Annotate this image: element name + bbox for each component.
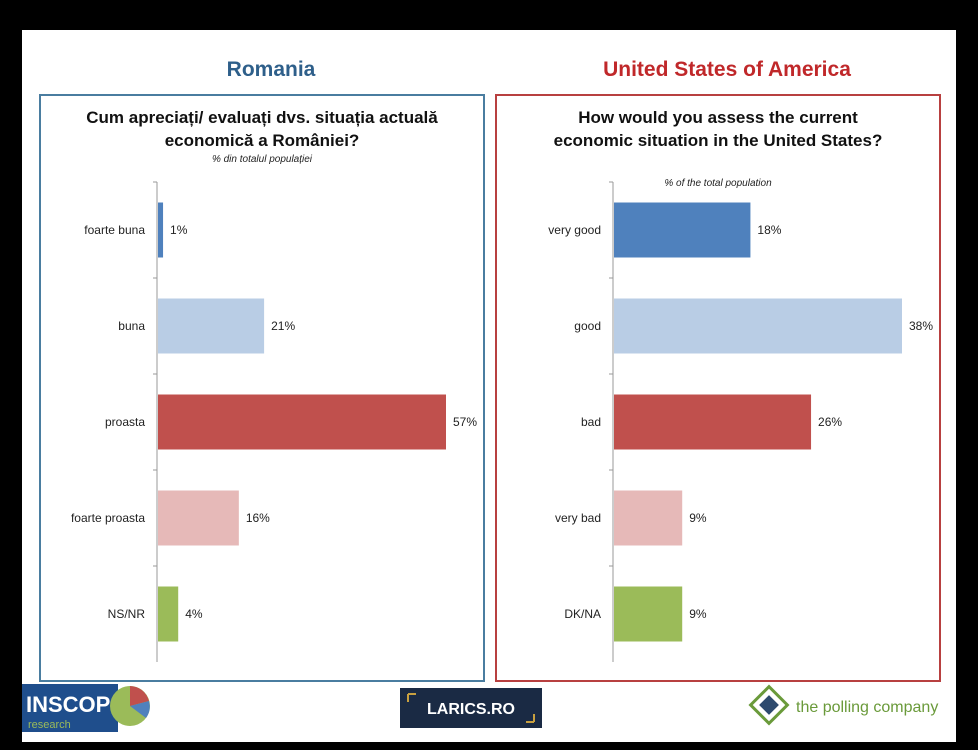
romania-category-label: foarte proasta — [71, 511, 145, 525]
romania-value-label: 57% — [453, 415, 477, 429]
usa-bar — [614, 586, 683, 642]
romania-category-label: foarte buna — [84, 223, 145, 237]
romania-question: Cum apreciați/ evaluați dvs. situația ac… — [86, 108, 438, 150]
usa-category-label: good — [574, 319, 601, 333]
usa-subtitle: % of the total population — [664, 178, 772, 189]
larics-logo: LARICS.RO — [400, 688, 542, 728]
romania-bar — [158, 298, 265, 354]
usa-value-label: 38% — [909, 319, 933, 333]
romania-title: Romania — [226, 58, 316, 81]
romania-bar-chart: foarte buna 1% buna 21% proasta 57% foarte pro… — [71, 181, 477, 662]
usa-bar-chart: very good 18% good 38% bad 26% very bad 9% DK/NA… — [548, 181, 933, 662]
usa-bar — [614, 202, 751, 258]
usa-title: United States of America — [603, 58, 851, 81]
larics-logo-graphic: LARICS.RO — [407, 693, 535, 723]
usa-bar — [614, 490, 683, 546]
romania-value-label: 21% — [271, 319, 295, 333]
polling-company-logo: the polling company — [746, 682, 956, 732]
larics-logo-text: LARICS.RO — [427, 701, 515, 718]
inscop-logo-text: INSCOP — [26, 692, 110, 717]
inscop-logo: INSCOP research — [22, 682, 162, 738]
usa-bar — [614, 298, 902, 354]
inscop-logo-graphic: INSCOP research — [22, 684, 150, 732]
usa-value-label: 18% — [757, 223, 781, 237]
usa-category-label: bad — [581, 415, 601, 429]
polling-company-text: the polling company — [796, 699, 938, 716]
usa-value-label: 26% — [818, 415, 842, 429]
usa-chart-panel: How would you assess the current economi… — [495, 94, 941, 682]
romania-category-label: proasta — [105, 415, 145, 429]
usa-category-label: DK/NA — [564, 607, 601, 621]
romania-bar — [158, 394, 446, 450]
polling-company-graphic: the polling company — [748, 684, 938, 726]
romania-bar — [158, 490, 239, 546]
usa-category-label: very good — [548, 223, 601, 237]
romania-value-label: 1% — [170, 223, 188, 237]
romania-value-label: 16% — [246, 511, 270, 525]
romania-subtitle: % din totalul populației — [211, 154, 313, 165]
usa-category-label: very bad — [555, 511, 601, 525]
usa-value-label: 9% — [689, 607, 707, 621]
romania-bar — [158, 202, 164, 258]
usa-question: How would you assess the current economi… — [553, 108, 883, 150]
usa-bar — [614, 394, 812, 450]
romania-category-label: buna — [118, 319, 145, 333]
usa-value-label: 9% — [689, 511, 707, 525]
inscop-logo-subtext: research — [28, 719, 71, 731]
romania-chart-panel: Cum apreciați/ evaluați dvs. situația ac… — [39, 94, 485, 682]
romania-category-label: NS/NR — [108, 607, 146, 621]
slide: Romania United States of America Cum apr… — [22, 30, 956, 742]
romania-value-label: 4% — [185, 607, 203, 621]
romania-bar — [158, 586, 179, 642]
